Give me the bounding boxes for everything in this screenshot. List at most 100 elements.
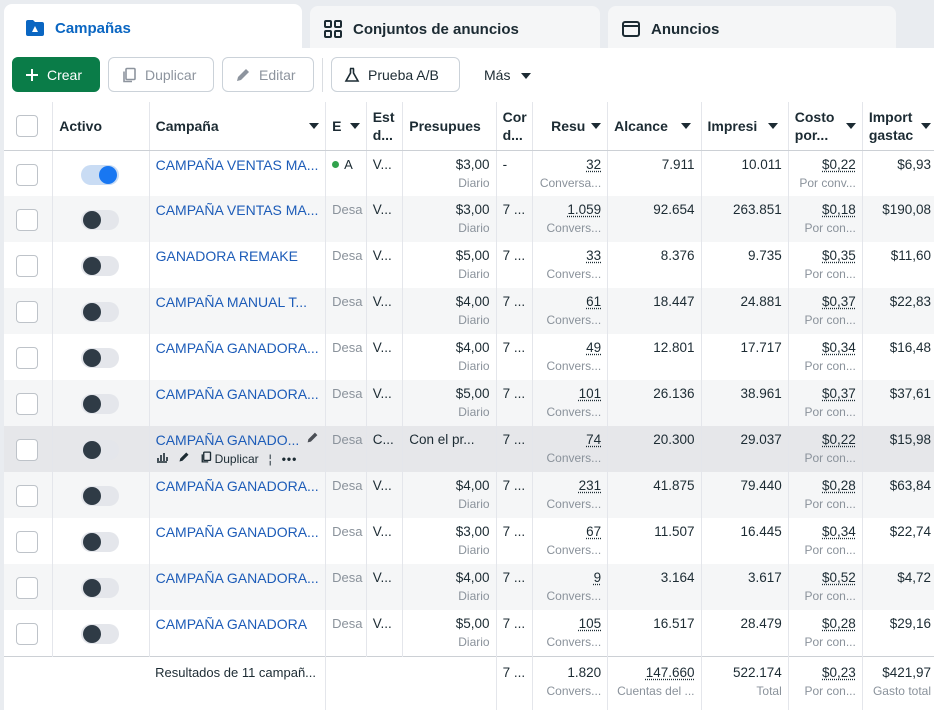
row-checkbox[interactable] xyxy=(16,255,38,277)
cost-value[interactable]: $0,37 xyxy=(822,294,856,309)
cost-value[interactable]: $0,28 xyxy=(822,478,856,493)
tab-ad-sets[interactable]: Conjuntos de anuncios xyxy=(310,6,600,52)
table-row[interactable]: CAMPAÑA MANUAL T... Desa V... $4,00 Diari… xyxy=(4,288,934,334)
cost-value[interactable]: $0,37 xyxy=(822,386,856,401)
results-value[interactable]: 9 xyxy=(594,570,602,585)
active-toggle[interactable] xyxy=(81,165,119,185)
row-checkbox[interactable] xyxy=(16,164,38,186)
col-budget[interactable]: Presupues xyxy=(403,102,496,150)
results-value[interactable]: 49 xyxy=(586,340,601,355)
active-toggle[interactable] xyxy=(81,440,119,460)
campaign-name-link[interactable]: CAMPAÑA VENTAS MA... xyxy=(156,157,319,173)
col-results[interactable]: Resu xyxy=(533,102,608,150)
totals-empty xyxy=(53,656,149,710)
results-value[interactable]: 61 xyxy=(586,294,601,309)
row-duplicate-button[interactable]: Duplicar xyxy=(200,451,259,466)
table-row[interactable]: CAMPAÑA GANADORA... Desa V... $5,00 Diari… xyxy=(4,380,934,426)
row-checkbox[interactable] xyxy=(16,347,38,369)
col-strategy[interactable]: Est d... xyxy=(366,102,403,150)
results-value[interactable]: 74 xyxy=(586,432,601,447)
row-checkbox[interactable] xyxy=(16,301,38,323)
table-row[interactable]: CAMPAÑA GANADORA... Desa V... $4,00 Diari… xyxy=(4,334,934,380)
table-row[interactable]: CAMPAÑA GANADORA... Desa V... $4,00 Diari… xyxy=(4,564,934,610)
pencil-icon[interactable] xyxy=(306,431,319,447)
create-button[interactable]: Crear xyxy=(12,57,100,92)
results-value[interactable]: 231 xyxy=(579,478,602,493)
col-cost[interactable]: Costo por... xyxy=(788,102,862,150)
cost-value[interactable]: $0,34 xyxy=(822,524,856,539)
active-cell xyxy=(53,380,149,426)
col-active[interactable]: Activo xyxy=(53,102,149,150)
active-toggle[interactable] xyxy=(81,256,119,276)
active-toggle[interactable] xyxy=(81,302,119,322)
table-row[interactable]: CAMPAÑA GANADORA... Desa V... $3,00 Diari… xyxy=(4,518,934,564)
edit-button[interactable]: Editar xyxy=(222,57,314,92)
results-value[interactable]: 101 xyxy=(579,386,602,401)
campaign-name-link[interactable]: CAMPAÑA GANADORA... xyxy=(156,478,319,494)
active-toggle[interactable] xyxy=(81,348,119,368)
campaign-name-link[interactable]: CAMPAÑA GANADORA... xyxy=(156,570,319,586)
table-row[interactable]: CAMPAÑA VENTAS MA... Desa V... $3,00 Diar… xyxy=(4,196,934,242)
campaign-name-link[interactable]: CAMPAÑA GANADORA xyxy=(156,616,307,632)
totals-reach-value[interactable]: 147.660 xyxy=(646,665,695,680)
row-checkbox[interactable] xyxy=(16,485,38,507)
campaign-name-link[interactable]: CAMPAÑA VENTAS MA... xyxy=(156,202,319,218)
pencil-icon[interactable] xyxy=(178,451,190,466)
cost-value[interactable]: $0,18 xyxy=(822,202,856,217)
results-sub: Convers... xyxy=(539,635,601,649)
campaign-name-link[interactable]: CAMPAÑA MANUAL T... xyxy=(156,294,307,310)
campaign-name-link[interactable]: CAMPAÑA GANADORA... xyxy=(156,340,319,356)
cost-value[interactable]: $0,22 xyxy=(822,157,856,172)
table-row[interactable]: CAMPAÑA GANADORA Desa V... $5,00 Diario 7… xyxy=(4,610,934,656)
cost-value[interactable]: $0,34 xyxy=(822,340,856,355)
active-toggle[interactable] xyxy=(81,624,119,644)
table-row[interactable]: CAMPAÑA GANADO... Duplicar ¦ ••• Desa C.… xyxy=(4,426,934,472)
campaign-name-link[interactable]: CAMPAÑA GANADORA... xyxy=(156,524,319,540)
more-options-icon[interactable]: ••• xyxy=(282,452,298,466)
tab-campaigns[interactable]: Campañas xyxy=(4,4,302,52)
results-value[interactable]: 67 xyxy=(586,524,601,539)
cost-sub: Por con... xyxy=(795,635,856,649)
select-all-checkbox[interactable] xyxy=(16,115,38,137)
cost-value[interactable]: $0,22 xyxy=(822,432,856,447)
active-toggle[interactable] xyxy=(81,394,119,414)
col-reach[interactable]: Alcance xyxy=(608,102,701,150)
cost-value[interactable]: $0,35 xyxy=(822,248,856,263)
more-button[interactable]: Más xyxy=(474,57,546,92)
cost-value[interactable]: $0,52 xyxy=(822,570,856,585)
active-toggle[interactable] xyxy=(81,486,119,506)
duplicate-button[interactable]: Duplicar xyxy=(108,57,214,92)
col-attribution[interactable]: Cor d... xyxy=(496,102,533,150)
results-value[interactable]: 105 xyxy=(579,616,602,631)
campaign-name-link[interactable]: CAMPAÑA GANADO... xyxy=(156,432,300,448)
bar-chart-icon[interactable] xyxy=(156,452,168,466)
col-campaign[interactable]: Campaña xyxy=(149,102,326,150)
active-toggle[interactable] xyxy=(81,210,119,230)
results-value[interactable]: 32 xyxy=(586,157,601,172)
ab-test-button[interactable]: Prueba A/B xyxy=(331,57,460,92)
row-checkbox[interactable] xyxy=(16,577,38,599)
active-toggle[interactable] xyxy=(81,532,119,552)
tab-ads[interactable]: Anuncios xyxy=(608,6,896,52)
table-row[interactable]: CAMPAÑA GANADORA... Desa V... $4,00 Diari… xyxy=(4,472,934,518)
row-checkbox[interactable] xyxy=(16,623,38,645)
budget-value: $4,00 xyxy=(456,294,490,309)
budget-sub: Diario xyxy=(409,543,489,557)
row-checkbox[interactable] xyxy=(16,209,38,231)
col-impressions[interactable]: Impresi xyxy=(701,102,788,150)
col-delivery[interactable]: E xyxy=(326,102,367,150)
cost-value[interactable]: $0,28 xyxy=(822,616,856,631)
row-checkbox[interactable] xyxy=(16,439,38,461)
select-cell xyxy=(4,196,53,242)
active-toggle[interactable] xyxy=(81,578,119,598)
campaign-name-link[interactable]: GANADORA REMAKE xyxy=(156,248,298,264)
results-value[interactable]: 1.059 xyxy=(567,202,601,217)
row-checkbox[interactable] xyxy=(16,531,38,553)
row-checkbox[interactable] xyxy=(16,393,38,415)
col-spent[interactable]: Import gastac xyxy=(862,102,934,150)
table-row[interactable]: CAMPAÑA VENTAS MA... A V... $3,00 Diario … xyxy=(4,150,934,196)
campaign-name-link[interactable]: CAMPAÑA GANADORA... xyxy=(156,386,319,402)
results-value[interactable]: 33 xyxy=(586,248,601,263)
table-row[interactable]: GANADORA REMAKE Desa V... $5,00 Diario 7 … xyxy=(4,242,934,288)
totals-cost-value[interactable]: $0,23 xyxy=(822,665,856,680)
